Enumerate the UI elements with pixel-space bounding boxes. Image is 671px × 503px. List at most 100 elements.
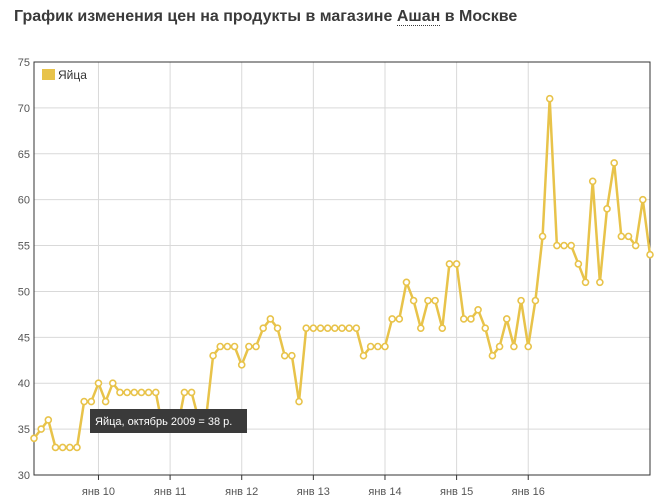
plot-frame bbox=[33, 61, 651, 476]
data-point bbox=[288, 351, 296, 360]
data-point bbox=[510, 342, 518, 351]
data-point bbox=[395, 315, 404, 323]
data-point bbox=[452, 260, 461, 268]
data-point bbox=[381, 342, 389, 351]
x-tick-label: янв 11 bbox=[154, 486, 186, 498]
y-tick-label: 65 bbox=[18, 149, 30, 161]
data-point bbox=[37, 425, 45, 433]
x-tick-label: янв 12 bbox=[225, 486, 258, 498]
title-prefix: График изменения цен на продукты в магаз… bbox=[14, 8, 397, 25]
data-point bbox=[488, 351, 497, 360]
data-point bbox=[366, 342, 375, 351]
y-tick-label: 75 bbox=[18, 57, 30, 69]
data-point bbox=[624, 232, 633, 241]
tooltip: Яйца, октябрь 2009 = 38 р. bbox=[90, 409, 247, 433]
y-tick-label: 60 bbox=[18, 195, 30, 207]
tooltip-background bbox=[90, 409, 247, 433]
data-point bbox=[73, 443, 81, 452]
y-tick-label: 45 bbox=[18, 332, 30, 344]
data-point bbox=[474, 305, 482, 314]
data-point bbox=[596, 278, 604, 287]
data-point bbox=[108, 379, 117, 388]
data-point bbox=[617, 232, 626, 241]
data-point bbox=[588, 177, 597, 186]
data-point bbox=[130, 388, 139, 397]
store-link[interactable]: Ашан bbox=[396, 8, 441, 26]
legend-label-eggs: Яйца bbox=[58, 68, 87, 82]
y-tick-label: 50 bbox=[18, 286, 30, 298]
data-point bbox=[137, 388, 146, 397]
series-layer bbox=[30, 94, 654, 452]
x-axis-ticks: янв 10 янв 11 янв 12 янв 13 янв 14 янв 15 янв … bbox=[82, 486, 545, 498]
data-point bbox=[502, 315, 511, 323]
data-point bbox=[51, 443, 60, 452]
data-point bbox=[345, 324, 353, 332]
data-point bbox=[180, 388, 189, 397]
x-tick-label: янв 10 bbox=[82, 486, 115, 498]
data-point bbox=[631, 241, 640, 250]
data-point bbox=[187, 388, 196, 397]
x-tick-label: янв 13 bbox=[297, 486, 330, 498]
data-point bbox=[481, 324, 490, 332]
data-point bbox=[459, 315, 468, 323]
data-point bbox=[545, 94, 554, 103]
data-point bbox=[44, 416, 53, 424]
data-point bbox=[58, 443, 67, 452]
data-point bbox=[309, 324, 318, 332]
data-point bbox=[66, 443, 74, 452]
data-point bbox=[538, 232, 547, 241]
data-point bbox=[517, 296, 525, 305]
data-point bbox=[467, 315, 475, 323]
data-point bbox=[151, 388, 160, 397]
data-point bbox=[524, 342, 533, 351]
data-point bbox=[316, 324, 325, 332]
data-point bbox=[331, 324, 339, 332]
data-point bbox=[567, 241, 576, 250]
data-point bbox=[295, 397, 303, 406]
data-point bbox=[574, 260, 583, 268]
data-point bbox=[123, 388, 131, 397]
data-point bbox=[252, 342, 260, 351]
data-point bbox=[80, 397, 88, 406]
data-point bbox=[87, 397, 96, 406]
data-point bbox=[388, 315, 396, 323]
data-point bbox=[424, 296, 432, 305]
data-point bbox=[495, 342, 504, 351]
data-point bbox=[531, 296, 540, 305]
y-tick-label: 30 bbox=[18, 470, 30, 482]
data-point bbox=[245, 342, 253, 351]
data-point bbox=[416, 324, 425, 332]
x-tick-label: янв 16 bbox=[512, 486, 545, 498]
y-axis-ticks: 30 35 40 45 50 55 60 65 70 75 bbox=[18, 57, 30, 482]
data-point bbox=[639, 195, 647, 204]
data-point bbox=[359, 351, 368, 360]
data-point bbox=[438, 324, 447, 332]
data-point bbox=[445, 260, 454, 268]
data-point bbox=[101, 397, 110, 406]
data-point bbox=[266, 315, 275, 323]
page-title: График изменения цен на продукты в магаз… bbox=[14, 8, 517, 26]
y-tick-label: 55 bbox=[18, 241, 30, 253]
y-tick-label: 40 bbox=[18, 378, 30, 390]
grid-layer bbox=[33, 61, 651, 480]
data-point bbox=[374, 342, 382, 351]
data-point bbox=[323, 324, 332, 332]
data-point bbox=[223, 342, 232, 351]
data-point bbox=[646, 250, 654, 259]
data-point bbox=[273, 324, 282, 332]
data-point bbox=[581, 278, 590, 287]
data-point bbox=[603, 205, 611, 213]
data-point bbox=[409, 296, 418, 305]
legend-swatch bbox=[42, 69, 55, 80]
x-tick-label: янв 15 bbox=[440, 486, 473, 498]
data-point bbox=[209, 351, 217, 360]
data-point bbox=[610, 159, 618, 167]
data-point bbox=[230, 342, 239, 351]
title-suffix: в Москве bbox=[440, 8, 518, 25]
legend: Яйца bbox=[39, 66, 97, 86]
y-tick-label: 35 bbox=[18, 424, 30, 436]
data-point bbox=[144, 388, 153, 397]
data-point bbox=[338, 324, 346, 332]
data-point bbox=[280, 351, 289, 360]
